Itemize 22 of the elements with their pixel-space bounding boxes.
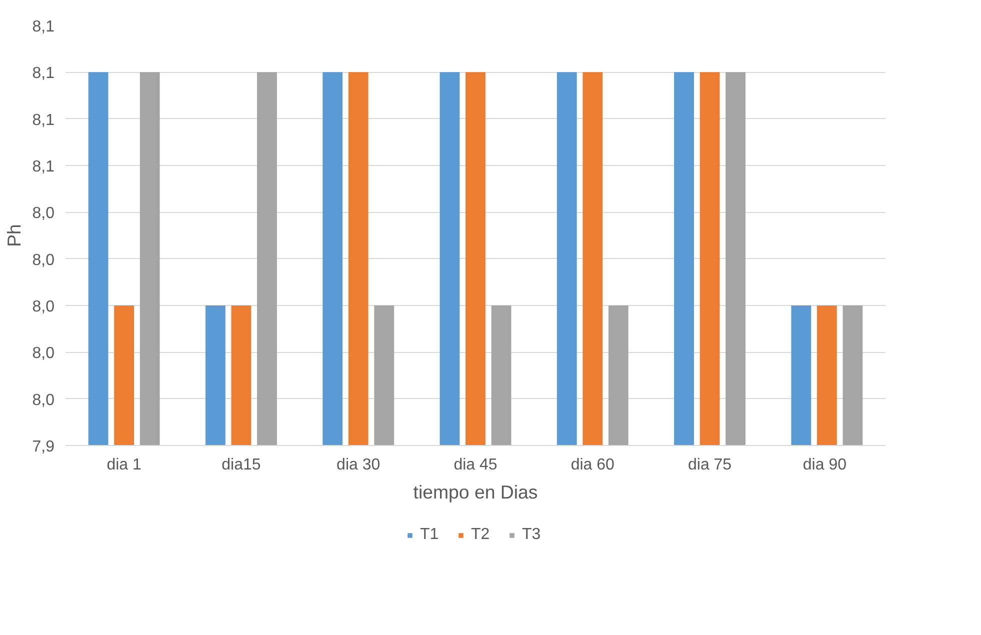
y-tick-label: 8,0 bbox=[32, 205, 55, 222]
y-tick-label: 8,0 bbox=[32, 345, 55, 362]
y-tick-label: 8,0 bbox=[32, 392, 55, 409]
x-tick-label: dia 45 bbox=[454, 456, 498, 474]
y-tick-label: 8,1 bbox=[32, 65, 55, 82]
x-axis-title: tiempo en Dias bbox=[413, 482, 538, 502]
x-tick-label: dia 1 bbox=[106, 456, 142, 474]
x-tick-label: dia 60 bbox=[570, 456, 615, 474]
x-tick-label: dia 30 bbox=[336, 456, 380, 474]
legend-label: T1 bbox=[420, 526, 440, 544]
y-tick-label: 7,9 bbox=[32, 438, 55, 456]
x-tick-label: dia 75 bbox=[688, 456, 732, 474]
y-tick-label: 8,1 bbox=[32, 112, 55, 129]
y-axis-title: Ph bbox=[3, 224, 24, 247]
x-tick-label: dia 90 bbox=[802, 456, 847, 474]
legend-label: T2 bbox=[471, 526, 491, 544]
y-tick-label: 8,1 bbox=[32, 18, 55, 36]
y-tick-label: 8,1 bbox=[32, 158, 55, 176]
x-tick-label: dia15 bbox=[222, 456, 261, 474]
y-tick-label: 8,0 bbox=[32, 252, 55, 269]
legend-label: T3 bbox=[522, 526, 542, 544]
y-tick-label: 8,0 bbox=[32, 298, 55, 316]
